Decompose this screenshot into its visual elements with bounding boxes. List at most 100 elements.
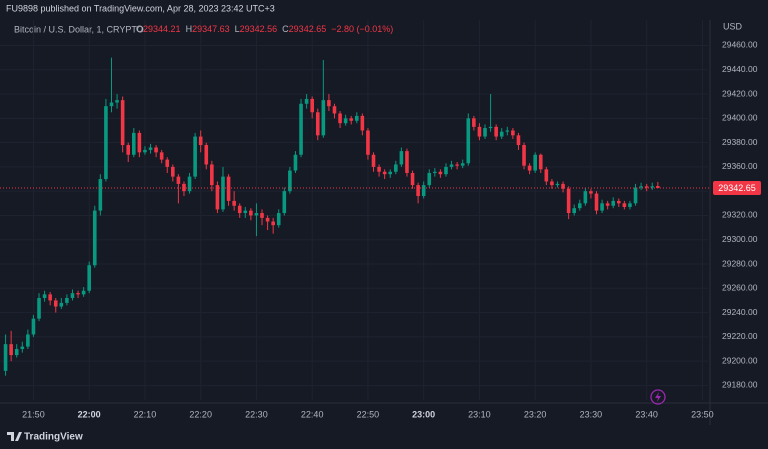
candle-body	[622, 203, 627, 207]
candle-body	[371, 154, 376, 167]
candle-body	[511, 130, 515, 136]
candle-body	[617, 200, 621, 204]
candle-body	[14, 349, 19, 356]
candle-body	[427, 172, 432, 186]
candle-body	[633, 187, 638, 204]
candle-body	[516, 135, 521, 146]
candle-body	[382, 171, 387, 175]
candle-body	[488, 126, 493, 129]
y-tick-label: 29300.00	[722, 234, 758, 244]
candle-body	[444, 166, 448, 175]
x-tick-label: 23:50	[691, 409, 714, 419]
candle-body	[449, 164, 454, 167]
candle-body	[109, 102, 114, 107]
candle-body	[198, 136, 203, 146]
candle-body	[589, 191, 593, 194]
candle-body	[260, 213, 264, 218]
candle-body	[288, 170, 292, 192]
candle-body	[399, 151, 404, 165]
candle-body	[104, 106, 108, 180]
y-tick-label: 29420.00	[722, 88, 758, 98]
candle-body	[455, 164, 459, 166]
header: FU9898 published on TradingView.com, Apr…	[6, 3, 275, 13]
candle-body	[154, 147, 158, 153]
candle-body	[254, 213, 259, 216]
candle-body	[605, 203, 610, 206]
candle-body	[594, 193, 599, 211]
candle-body	[81, 290, 86, 295]
candle-body	[566, 188, 571, 214]
candle-body	[215, 185, 220, 210]
candle-body	[171, 166, 175, 177]
candle-body	[611, 200, 616, 206]
x-tick-label: 22:20	[189, 409, 212, 419]
change-value: −2.80 (−0.01%)	[331, 24, 393, 34]
candle-body	[137, 132, 142, 153]
candle-body	[583, 191, 588, 204]
candle-body	[232, 200, 236, 206]
candle-body	[243, 210, 248, 214]
candle-body	[538, 154, 543, 170]
candle-body	[438, 171, 443, 175]
candle-body	[388, 171, 393, 175]
ohlc-key: H	[186, 24, 193, 34]
candle-body	[299, 103, 303, 155]
candle-body	[410, 172, 415, 186]
y-tick-label: 29440.00	[722, 64, 758, 74]
candle-body	[98, 179, 103, 211]
ohlc-key: C	[282, 24, 289, 34]
candles	[3, 57, 660, 376]
candle-body	[394, 164, 398, 172]
candle-body	[472, 118, 476, 127]
x-tick-label: 22:10	[134, 409, 157, 419]
candle-body	[293, 154, 298, 171]
x-tick-label: 22:30	[245, 409, 268, 419]
candle-body	[628, 203, 632, 207]
x-tick-label: 21:50	[22, 409, 45, 419]
candle-body	[42, 294, 47, 299]
candle-body	[282, 191, 287, 214]
ohlc-value: 29342.65	[289, 24, 327, 34]
candle-body	[321, 100, 326, 136]
candle-body	[271, 221, 275, 226]
candle-body	[460, 163, 465, 166]
candle-body	[176, 176, 181, 184]
candle-body	[656, 186, 660, 188]
candle-body	[483, 128, 487, 137]
candle-body	[349, 118, 354, 121]
y-tick-label: 29320.00	[722, 210, 758, 220]
candle-body	[477, 126, 482, 137]
candle-body	[115, 100, 119, 103]
x-tick-label: 23:20	[524, 409, 547, 419]
y-tick-label: 29180.00	[722, 380, 758, 390]
candle-body	[143, 149, 147, 153]
candle-body	[650, 186, 655, 188]
candle-body	[354, 115, 359, 121]
y-tick-label: 29460.00	[722, 40, 758, 50]
candle-body	[639, 186, 643, 188]
candle-body	[572, 208, 577, 214]
candle-body	[204, 145, 209, 165]
candle-body	[159, 152, 164, 160]
candle-body	[561, 183, 565, 189]
candle-body	[555, 183, 560, 186]
y-tick-label: 29200.00	[722, 355, 758, 365]
candle-body	[210, 164, 214, 186]
y-tick-label: 29220.00	[722, 331, 758, 341]
candle-body	[304, 98, 309, 104]
footer-brand: TradingView	[24, 432, 83, 443]
candle-body	[466, 118, 471, 164]
candle-body	[600, 203, 604, 211]
candle-body	[131, 132, 136, 155]
candle-body	[92, 210, 97, 266]
candle-body	[9, 344, 13, 356]
ohlc-legend: O29344.21 H29347.63 L29342.56 C29342.65 −2.8…	[136, 24, 393, 34]
y-tick-label: 29240.00	[722, 307, 758, 317]
candle-body	[48, 294, 52, 301]
candle-body	[327, 100, 331, 107]
x-tick-label: 23:00	[412, 409, 435, 419]
candle-body	[53, 300, 58, 307]
candle-body	[65, 298, 69, 303]
